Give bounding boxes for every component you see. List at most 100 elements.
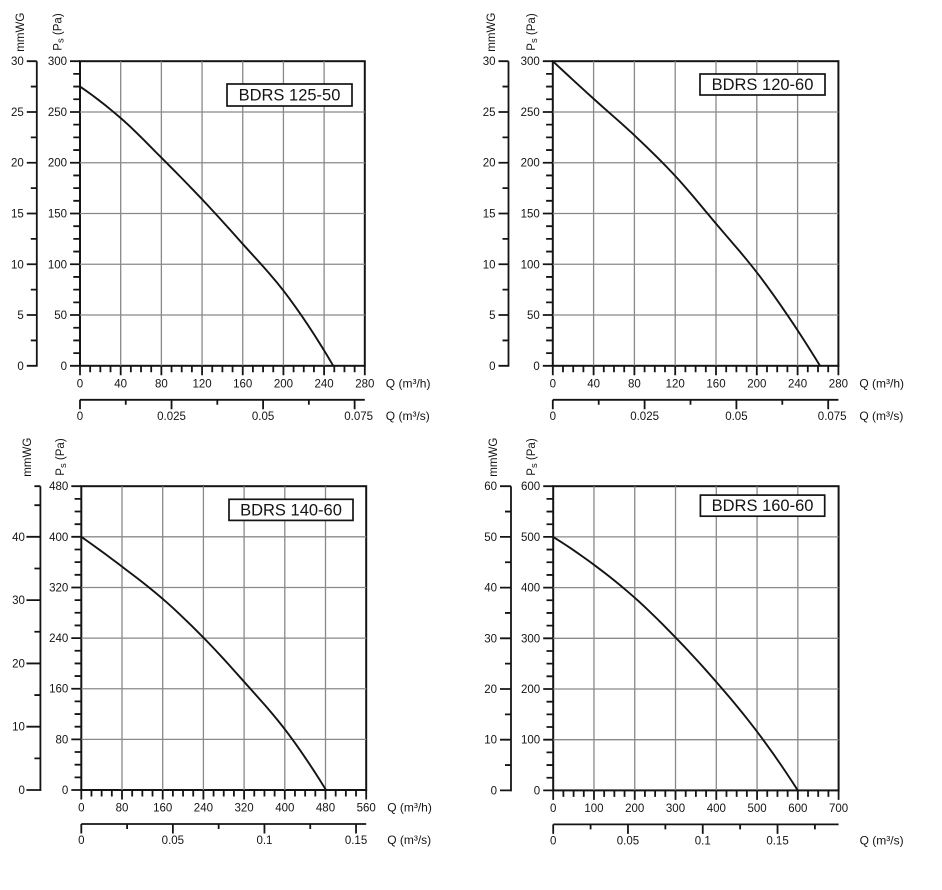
svg-text:Ps (Pa): Ps (Pa) xyxy=(526,13,540,51)
svg-text:320: 320 xyxy=(49,582,68,594)
svg-text:40: 40 xyxy=(114,378,127,390)
svg-text:0: 0 xyxy=(77,411,83,423)
svg-text:600: 600 xyxy=(521,481,540,493)
svg-text:200: 200 xyxy=(521,158,540,170)
svg-text:400: 400 xyxy=(275,803,294,815)
svg-text:BDRS 160-60: BDRS 160-60 xyxy=(712,497,814,515)
svg-text:150: 150 xyxy=(48,209,67,221)
svg-text:0: 0 xyxy=(61,361,67,373)
svg-text:600: 600 xyxy=(788,803,807,815)
svg-text:250: 250 xyxy=(48,107,67,119)
svg-text:15: 15 xyxy=(483,209,496,221)
svg-text:240: 240 xyxy=(49,633,68,645)
svg-text:100: 100 xyxy=(584,803,603,815)
svg-text:10: 10 xyxy=(12,722,25,734)
svg-text:0: 0 xyxy=(17,361,23,373)
svg-text:480: 480 xyxy=(49,481,68,493)
svg-text:0: 0 xyxy=(550,411,556,423)
svg-text:200: 200 xyxy=(521,684,540,696)
svg-text:200: 200 xyxy=(274,378,293,390)
svg-text:5: 5 xyxy=(489,310,495,322)
svg-text:20: 20 xyxy=(12,658,25,670)
svg-text:Ps (Pa): Ps (Pa) xyxy=(55,438,69,476)
svg-text:mmWG: mmWG xyxy=(488,438,500,477)
svg-text:30: 30 xyxy=(11,56,24,68)
svg-text:Q (m³/s): Q (m³/s) xyxy=(859,409,903,423)
svg-text:50: 50 xyxy=(527,310,540,322)
svg-text:0: 0 xyxy=(550,803,556,815)
svg-text:Ps (Pa): Ps (Pa) xyxy=(53,13,67,51)
svg-text:0: 0 xyxy=(77,378,83,390)
svg-text:Q (m³/h): Q (m³/h) xyxy=(859,376,904,390)
svg-text:20: 20 xyxy=(11,158,24,170)
svg-text:20: 20 xyxy=(483,158,496,170)
svg-text:0: 0 xyxy=(534,785,540,797)
svg-text:0.15: 0.15 xyxy=(766,835,788,847)
svg-text:Q (m³/s): Q (m³/s) xyxy=(860,833,904,847)
svg-text:0: 0 xyxy=(62,785,68,797)
svg-text:100: 100 xyxy=(521,735,540,747)
svg-text:Q (m³/s): Q (m³/s) xyxy=(387,833,431,847)
svg-text:0.025: 0.025 xyxy=(630,411,659,423)
svg-text:Q (m³/s): Q (m³/s) xyxy=(386,409,430,423)
svg-text:BDRS 120-60: BDRS 120-60 xyxy=(712,76,814,94)
svg-text:25: 25 xyxy=(483,107,496,119)
svg-text:0.1: 0.1 xyxy=(695,835,711,847)
svg-text:0.1: 0.1 xyxy=(256,835,272,847)
svg-text:200: 200 xyxy=(747,378,766,390)
svg-text:250: 250 xyxy=(521,107,540,119)
svg-text:80: 80 xyxy=(155,378,168,390)
svg-text:10: 10 xyxy=(483,259,496,271)
svg-text:Q (m³/h): Q (m³/h) xyxy=(387,801,432,815)
svg-text:40: 40 xyxy=(12,532,25,544)
svg-text:100: 100 xyxy=(48,259,67,271)
svg-text:30: 30 xyxy=(484,633,497,645)
svg-text:15: 15 xyxy=(11,209,24,221)
svg-text:40: 40 xyxy=(587,378,600,390)
svg-text:300: 300 xyxy=(521,56,540,68)
svg-text:160: 160 xyxy=(233,378,252,390)
svg-text:mmWG: mmWG xyxy=(486,13,498,52)
svg-text:mmWG: mmWG xyxy=(15,13,27,52)
svg-text:100: 100 xyxy=(521,259,540,271)
svg-text:0: 0 xyxy=(550,378,556,390)
svg-text:500: 500 xyxy=(747,803,766,815)
svg-text:300: 300 xyxy=(48,56,67,68)
svg-text:25: 25 xyxy=(11,107,24,119)
svg-text:0: 0 xyxy=(533,361,539,373)
svg-text:0.05: 0.05 xyxy=(252,411,274,423)
svg-text:80: 80 xyxy=(56,734,69,746)
svg-text:280: 280 xyxy=(355,378,374,390)
svg-text:10: 10 xyxy=(484,735,497,747)
svg-text:40: 40 xyxy=(484,583,497,595)
svg-text:BDRS 125-50: BDRS 125-50 xyxy=(239,87,341,105)
svg-text:0.025: 0.025 xyxy=(157,411,186,423)
svg-text:0.15: 0.15 xyxy=(345,835,367,847)
svg-text:400: 400 xyxy=(521,583,540,595)
svg-text:20: 20 xyxy=(484,684,497,696)
svg-text:120: 120 xyxy=(666,378,685,390)
svg-text:120: 120 xyxy=(192,378,211,390)
svg-text:50: 50 xyxy=(54,310,67,322)
svg-text:200: 200 xyxy=(625,803,644,815)
svg-text:0.075: 0.075 xyxy=(818,411,847,423)
svg-text:50: 50 xyxy=(484,532,497,544)
svg-text:BDRS 140-60: BDRS 140-60 xyxy=(240,501,342,519)
svg-text:0.05: 0.05 xyxy=(725,411,747,423)
svg-text:160: 160 xyxy=(49,684,68,696)
svg-text:500: 500 xyxy=(521,532,540,544)
svg-text:320: 320 xyxy=(235,803,254,815)
svg-text:60: 60 xyxy=(484,481,497,493)
svg-text:5: 5 xyxy=(17,310,23,322)
svg-text:0: 0 xyxy=(18,785,24,797)
svg-text:Q (m³/h): Q (m³/h) xyxy=(386,376,431,390)
svg-text:400: 400 xyxy=(707,803,726,815)
svg-text:0: 0 xyxy=(489,361,495,373)
svg-text:400: 400 xyxy=(49,532,68,544)
svg-text:0: 0 xyxy=(78,803,84,815)
svg-text:30: 30 xyxy=(12,595,25,607)
svg-text:200: 200 xyxy=(48,158,67,170)
svg-text:300: 300 xyxy=(666,803,685,815)
svg-text:0: 0 xyxy=(550,835,556,847)
svg-text:160: 160 xyxy=(706,378,725,390)
